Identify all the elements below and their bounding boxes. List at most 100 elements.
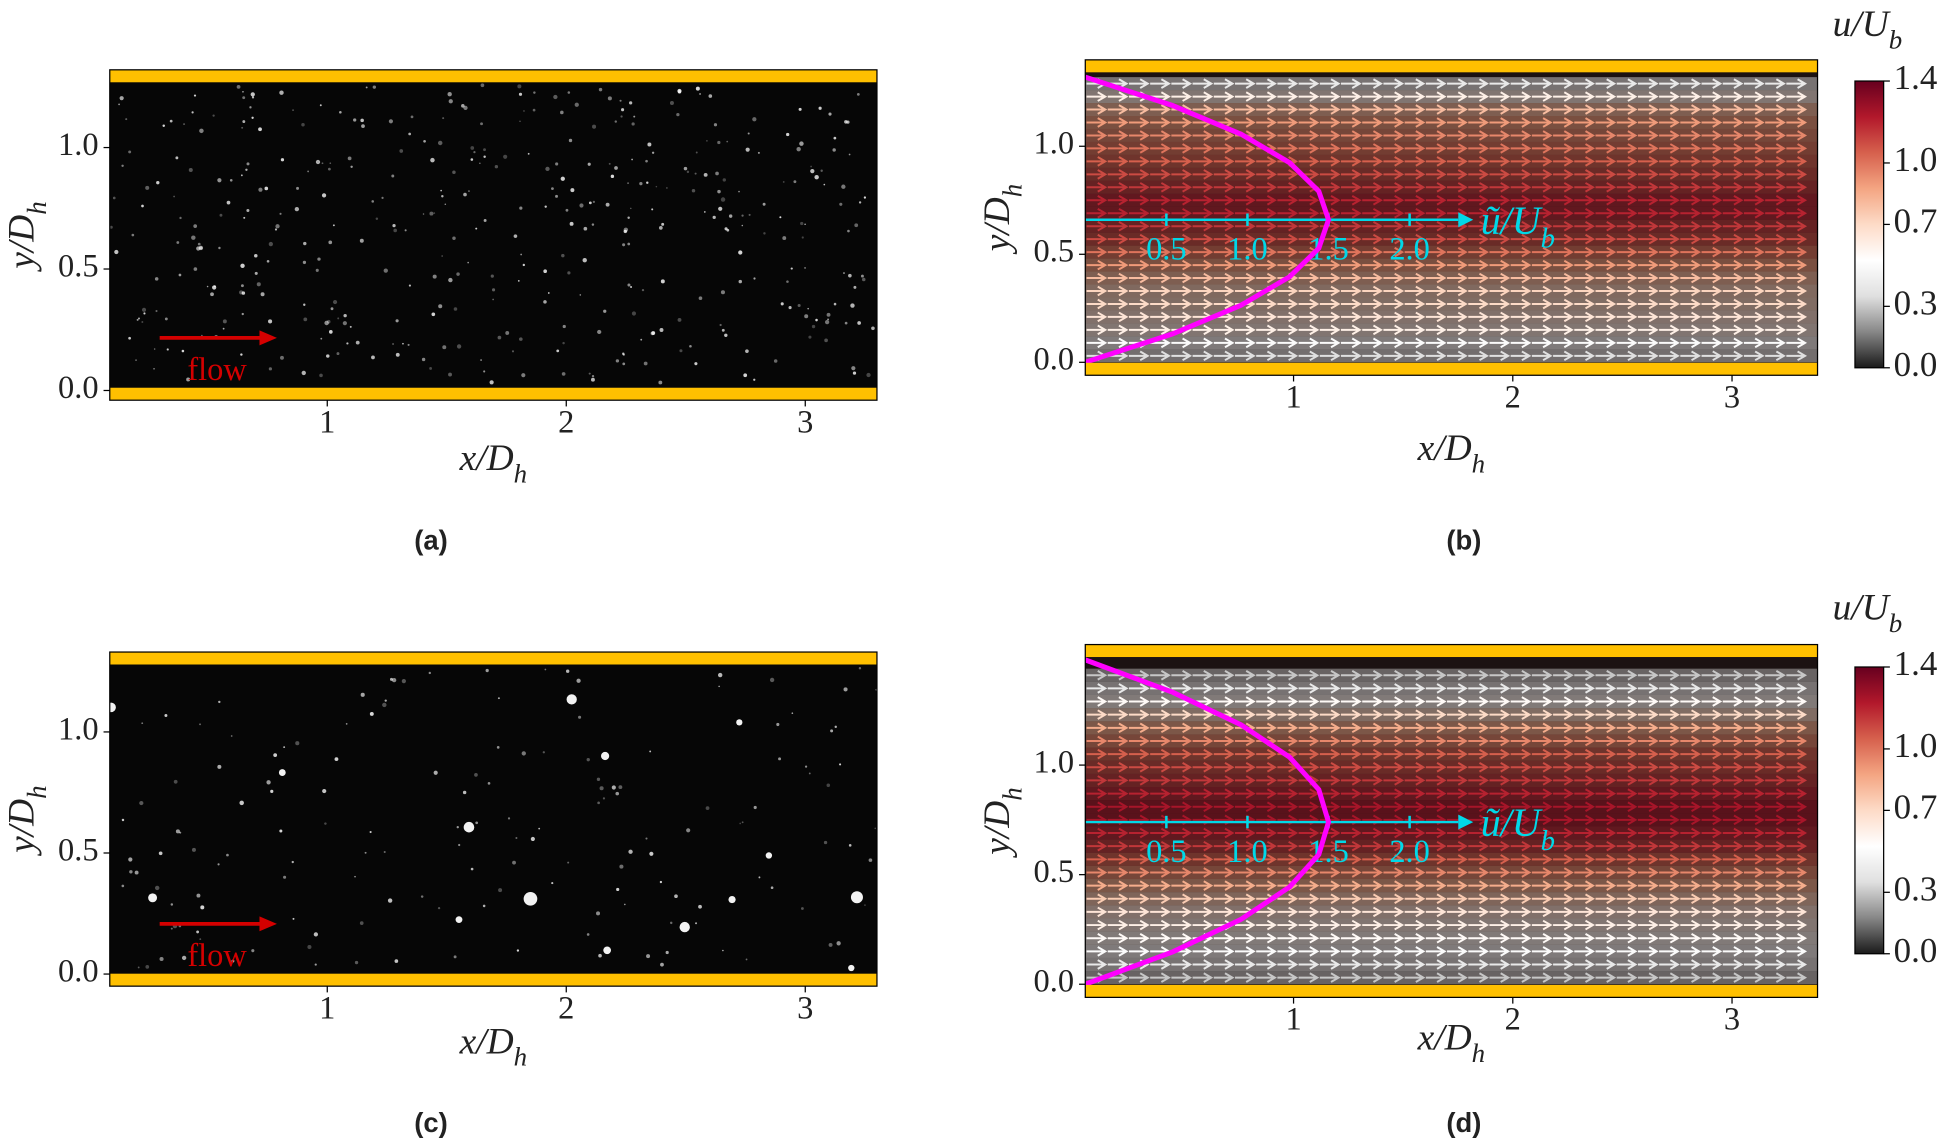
- velocity-arrow: [1107, 840, 1129, 852]
- particle: [119, 96, 124, 101]
- particle: [383, 268, 388, 273]
- axes-frame: [1084, 59, 1819, 376]
- velocity-arrow: [1341, 182, 1362, 193]
- velocity-arrow: [1468, 801, 1489, 812]
- velocity-arrow: [1616, 130, 1638, 141]
- velocity-arrow: [1107, 906, 1129, 918]
- profile-curve: [1085, 657, 1332, 987]
- velocity-arrow: [1107, 893, 1129, 904]
- particle: [780, 302, 784, 306]
- velocity-arrow: [1659, 220, 1680, 232]
- velocity-arrow: [1553, 156, 1574, 167]
- particle: [669, 100, 674, 105]
- velocity-arrow: [1531, 104, 1553, 115]
- particle: [475, 821, 479, 825]
- velocity-arrow: [1659, 906, 1680, 918]
- velocity-arrow: [1637, 840, 1659, 852]
- velocity-arrow: [1616, 156, 1638, 167]
- velocity-arrow: [1701, 814, 1723, 826]
- velocity-arrow: [1383, 854, 1405, 865]
- y-tick-label: 1.0: [1034, 126, 1075, 162]
- particle: [646, 954, 651, 959]
- velocity-arrow: [1743, 696, 1765, 707]
- velocity-arrow: [1298, 337, 1320, 349]
- particle: [542, 751, 545, 754]
- velocity-arrow: [1595, 143, 1617, 154]
- velocity-arrow: [1362, 208, 1383, 219]
- velocity-arrow: [1362, 709, 1383, 720]
- particle: [826, 312, 831, 317]
- velocity-arrow: [1150, 827, 1171, 839]
- particle: [631, 311, 637, 316]
- particle: [145, 965, 150, 969]
- velocity-arrow: [1531, 946, 1553, 957]
- particle: [699, 93, 702, 95]
- velocity-arrow: [1256, 220, 1277, 232]
- particle: [826, 783, 831, 788]
- particle: [689, 344, 692, 348]
- velocity-arrow: [1128, 801, 1150, 812]
- velocity-arrow: [1171, 350, 1193, 362]
- plot-area: flow: [109, 69, 877, 401]
- velocity-arrow: [1256, 208, 1277, 219]
- velocity-arrow: [1447, 775, 1468, 786]
- velocity-arrow: [1425, 932, 1447, 944]
- velocity-arrow: [1637, 854, 1659, 865]
- velocity-arrow: [1107, 169, 1129, 180]
- velocity-arrow: [1447, 156, 1468, 167]
- velocity-arrow: [1447, 946, 1468, 957]
- particle: [619, 864, 624, 869]
- velocity-arrow: [1447, 337, 1468, 349]
- particle: [808, 335, 812, 339]
- velocity-arrow: [1616, 272, 1638, 284]
- velocity-arrow: [1086, 311, 1108, 323]
- particle: [242, 90, 244, 93]
- flow-arrow-head: [259, 916, 277, 932]
- velocity-arrow: [1553, 272, 1574, 284]
- particle: [808, 772, 811, 775]
- velocity-arrow: [1150, 801, 1171, 812]
- particle: [251, 96, 255, 99]
- particle: [801, 907, 804, 910]
- velocity-arrow: [1553, 762, 1574, 773]
- velocity-arrow: [1107, 748, 1129, 760]
- velocity-arrow: [1659, 233, 1680, 245]
- particle: [607, 96, 612, 101]
- velocity-arrow: [1383, 311, 1405, 323]
- particle: [828, 942, 833, 947]
- velocity-arrow: [1743, 880, 1765, 891]
- velocity-arrow: [1425, 683, 1447, 694]
- particle: [622, 353, 625, 356]
- particle: [408, 132, 412, 136]
- velocity-arrow: [1722, 867, 1744, 878]
- particle: [832, 148, 836, 152]
- colorbar-tick-label: 1.4: [1894, 58, 1938, 97]
- particle: [219, 213, 223, 217]
- velocity-arrow: [1468, 337, 1489, 349]
- velocity-arrow: [1447, 683, 1468, 694]
- velocity-arrow: [1213, 788, 1235, 799]
- velocity-arrow: [1743, 762, 1765, 773]
- particle: [179, 216, 182, 220]
- particle: [798, 107, 802, 111]
- velocity-arrow: [1128, 748, 1150, 760]
- colorbar: [1854, 80, 1885, 369]
- velocity-arrow: [1680, 156, 1702, 167]
- particle: [254, 253, 258, 258]
- velocity-arrow: [1595, 683, 1617, 694]
- y-axis-label: y/Dh: [977, 184, 1028, 255]
- velocity-arrow: [1234, 946, 1256, 957]
- velocity-arrow: [1298, 670, 1320, 681]
- velocity-arrow: [1213, 169, 1235, 180]
- velocity-arrow: [1107, 946, 1129, 957]
- velocity-arrow: [1701, 972, 1723, 983]
- velocity-arrow: [1553, 208, 1574, 219]
- velocity-arrow: [1489, 867, 1511, 878]
- particle: [745, 349, 749, 353]
- velocity-arrow: [1192, 233, 1214, 245]
- particle: [839, 202, 843, 206]
- velocity-arrow: [1107, 854, 1129, 865]
- velocity-arrow: [1192, 906, 1214, 918]
- particle: [651, 331, 656, 335]
- velocity-arrow: [1616, 91, 1638, 102]
